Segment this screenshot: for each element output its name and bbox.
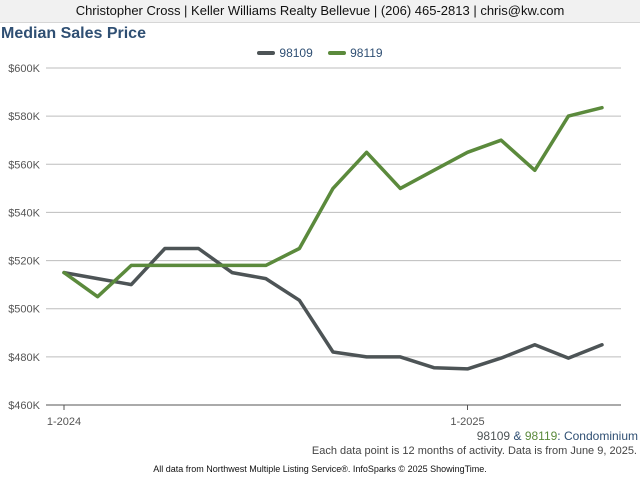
y-tick-label: $460K: [8, 400, 40, 412]
y-tick-label: $560K: [8, 159, 40, 171]
chart-legend: 98109 98119: [0, 46, 640, 60]
series-line-98109: [62, 246, 604, 371]
legend-swatch-98119: [328, 50, 347, 55]
y-tick-label: $580K: [8, 111, 40, 123]
x-tick-label: 1-2025: [450, 416, 484, 428]
y-tick-label: $600K: [8, 63, 40, 75]
chart-title: Median Sales Price: [1, 25, 146, 42]
y-tick-label: $520K: [8, 256, 40, 268]
agent-contact-bar: Christopher Cross | Keller Williams Real…: [0, 0, 640, 23]
legend-label-98119: 98119: [350, 46, 383, 60]
x-tick-label: 1-2024: [47, 416, 81, 428]
legend-item-98109[interactable]: 98109: [257, 46, 313, 60]
y-tick-label: $540K: [8, 207, 40, 219]
caption-ampersand: &: [513, 429, 522, 443]
legend-item-98119[interactable]: 98119: [328, 46, 383, 60]
caption-property-type: : Condominium: [557, 429, 638, 443]
series-line-98119: [62, 105, 604, 299]
footer-attribution: All data from Northwest Multiple Listing…: [153, 464, 487, 474]
legend-swatch-98109: [257, 50, 276, 55]
data-note: Each data point is 12 months of activity…: [311, 445, 637, 457]
y-tick-label: $480K: [8, 352, 40, 364]
y-tick-label: $500K: [8, 304, 40, 316]
caption-zip-98109: 98109: [476, 429, 511, 443]
legend-label-98109: 98109: [279, 46, 313, 60]
caption-zip-98119: 98119: [524, 429, 558, 443]
chart-caption: 98109 & 98119: Condominium: [477, 429, 638, 443]
